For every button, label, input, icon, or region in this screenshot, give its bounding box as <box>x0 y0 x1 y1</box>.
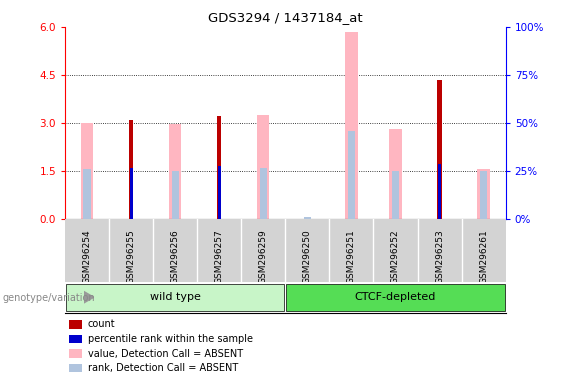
Bar <box>438 164 441 219</box>
Text: value, Detection Call = ABSENT: value, Detection Call = ABSENT <box>88 349 243 359</box>
Text: wild type: wild type <box>150 292 201 302</box>
Bar <box>129 168 133 219</box>
Bar <box>389 129 402 219</box>
Bar <box>218 166 221 219</box>
Bar <box>437 80 442 219</box>
Text: percentile rank within the sample: percentile rank within the sample <box>88 334 253 344</box>
Text: genotype/variation: genotype/variation <box>3 293 95 303</box>
Bar <box>480 171 487 219</box>
Text: count: count <box>88 319 115 329</box>
Bar <box>477 169 490 219</box>
Bar <box>84 169 90 219</box>
Bar <box>81 123 93 219</box>
Bar <box>169 124 181 219</box>
Bar <box>345 32 358 219</box>
Bar <box>257 115 270 219</box>
Title: GDS3294 / 1437184_at: GDS3294 / 1437184_at <box>208 11 363 24</box>
Bar <box>304 217 311 219</box>
Bar <box>217 116 221 219</box>
Bar <box>66 284 284 311</box>
Bar <box>260 168 267 219</box>
Text: rank, Detection Call = ABSENT: rank, Detection Call = ABSENT <box>88 363 238 373</box>
Bar <box>129 120 133 219</box>
Bar <box>392 171 399 219</box>
Bar <box>172 171 179 219</box>
Polygon shape <box>84 291 94 303</box>
Bar <box>348 131 355 219</box>
Bar <box>286 284 505 311</box>
Text: CTCF-depleted: CTCF-depleted <box>355 292 436 302</box>
